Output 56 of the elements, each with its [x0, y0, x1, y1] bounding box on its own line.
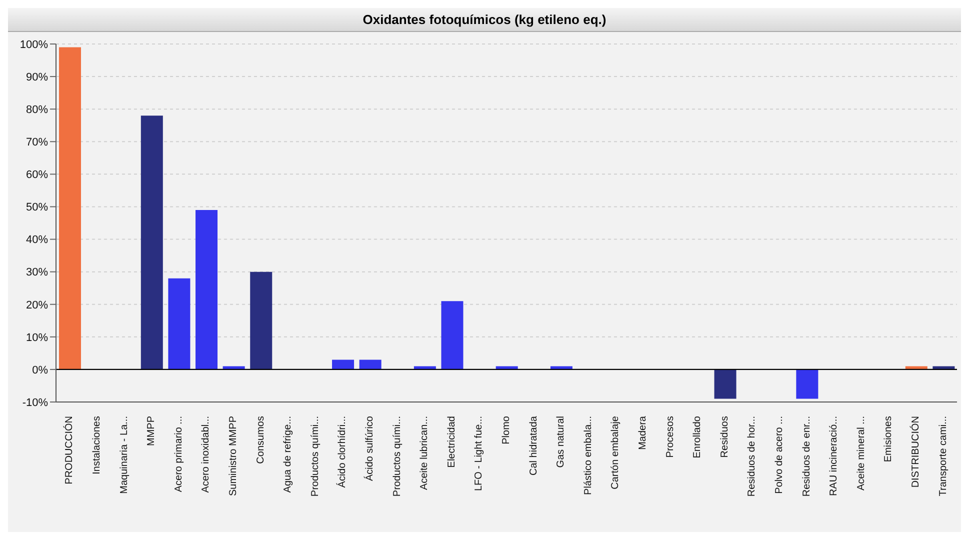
chart-title: Oxidantes fotoquímicos (kg etileno eq.) [8, 8, 961, 32]
x-tick-label: Gas natural [556, 416, 567, 468]
x-tick-label: Enrollado [692, 416, 704, 458]
x-tick-label: Electricidad [446, 416, 458, 468]
x-tick-label: Residuos de hor... [746, 416, 758, 497]
x-tick-label: DISTRIBUCIÓN [910, 416, 922, 488]
x-tick-label: Transporte cami... [938, 416, 949, 496]
bar [140, 116, 163, 370]
x-tick-label: Productos quími... [310, 416, 321, 497]
x-tick-label: Suministro MMPP [228, 416, 239, 496]
bar [796, 369, 818, 399]
x-tick-label: Aceite mineral ... [856, 416, 867, 490]
x-tick-label: Agua de refrige... [282, 416, 294, 493]
x-tick-label: Residuos [719, 416, 730, 458]
x-tick-label: Acero primario ... [173, 416, 184, 492]
x-tick-label: Plomo [501, 416, 512, 444]
x-tick-label: Aceite lubrican... [419, 416, 430, 490]
x-tick-label: Acero inoxidabl... [200, 416, 212, 493]
x-tick-label: Cartón embalaje [610, 416, 622, 490]
y-tick-label: 40% [26, 234, 48, 246]
bar [59, 47, 81, 370]
y-tick-label: 60% [26, 169, 48, 182]
x-tick-label: Madera [638, 416, 649, 450]
y-tick-label: 10% [26, 332, 48, 344]
bar [250, 272, 272, 370]
bar [714, 369, 736, 399]
y-tick-label: 0% [32, 364, 48, 376]
bar [359, 360, 382, 370]
y-tick-label: 100% [20, 38, 48, 51]
y-tick-label: -10% [22, 396, 48, 409]
bar [332, 360, 354, 370]
y-tick-label: 50% [26, 202, 48, 214]
x-tick-label: Consumos [255, 416, 266, 464]
x-tick-label: Polvo de acero ... [774, 416, 786, 494]
x-tick-label: Maquinaria - La... [118, 416, 130, 494]
y-tick-label: 20% [26, 299, 48, 312]
y-tick-label: 80% [26, 104, 48, 116]
x-tick-label: Ácido clorhídri... [336, 416, 348, 488]
y-tick-label: 70% [26, 136, 48, 149]
x-tick-label: Productos quími... [392, 416, 403, 497]
bar [168, 278, 190, 370]
x-tick-label: Instalaciones [91, 416, 102, 474]
x-tick-label: Residuos de enr... [801, 416, 812, 497]
x-tick-label: Procesos [664, 416, 676, 458]
x-tick-label: RAU incineració... [828, 416, 840, 496]
x-tick-label: Emisiones [883, 416, 894, 462]
y-tick-label: 90% [26, 71, 48, 84]
x-tick-label: Ácido sulfúrico [363, 416, 376, 482]
bar [196, 210, 218, 370]
x-tick-label: Cal hidratada [528, 416, 540, 476]
x-tick-label: Plástico embala... [582, 416, 594, 495]
x-tick-label: PRODUCCIÓN [63, 416, 76, 484]
x-tick-label: LFO - Light fue... [474, 416, 485, 492]
y-tick-label: 30% [26, 266, 48, 279]
bar [441, 301, 464, 370]
x-tick-label: MMPP [146, 416, 158, 446]
